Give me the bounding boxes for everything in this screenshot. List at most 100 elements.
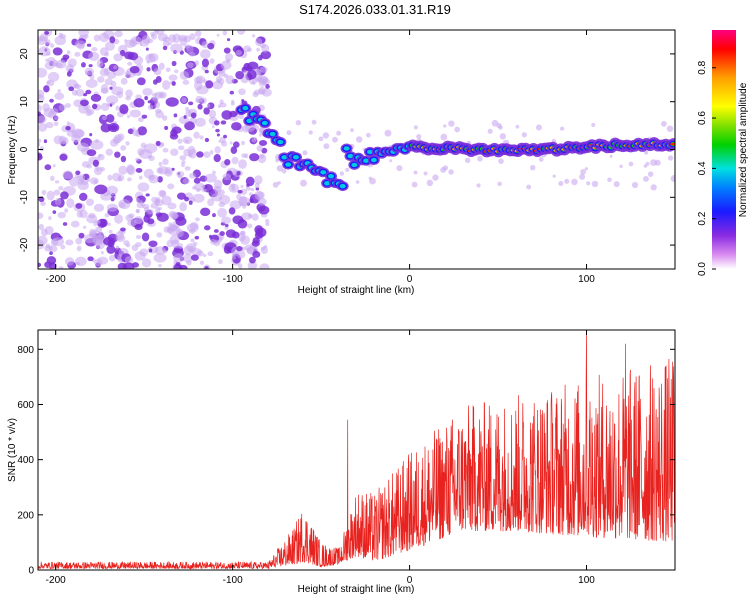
spectrogram-noise-blob (84, 234, 96, 244)
ridge-core (324, 181, 331, 186)
spectrogram-faint-blob (345, 167, 350, 172)
spectrogram-faint-blob (426, 179, 434, 187)
spectrogram-noise-blob (217, 207, 227, 218)
spectrogram-noise-blob (45, 122, 54, 129)
spectrogram-noise-blob (94, 184, 108, 195)
spectrogram-noise-blob (38, 262, 42, 267)
spectrogram-noise-blob (126, 177, 132, 182)
spectrogram-noise-blob (43, 85, 50, 93)
spectrogram-noise-blob (38, 94, 45, 103)
spectrogram-faint-blob (487, 128, 493, 134)
spectrogram-faint-blob (272, 181, 279, 188)
spectrogram-noise-blob (83, 225, 87, 229)
spectrogram-noise-blob (97, 76, 105, 83)
spectrogram-noise-blob (223, 245, 231, 254)
spectrogram-noise-blob (164, 125, 169, 130)
spectrogram-noise-blob (97, 256, 109, 265)
spectrogram-noise-blob (54, 180, 60, 184)
spectrogram-x-label: Height of straight line (km) (298, 285, 415, 296)
spectrogram-noise-blob (56, 59, 67, 69)
spectrogram-noise-blob (104, 78, 113, 86)
spectrogram-noise-blob (175, 262, 181, 267)
spectrogram-noise-blob (77, 142, 89, 152)
spectrogram-faint-blob (586, 181, 591, 186)
spectrogram-noise-blob (265, 83, 270, 90)
spectrogram-noise-blob (248, 213, 253, 219)
spectrogram-noise-blob (241, 140, 245, 146)
spectrogram-noise-blob (211, 125, 215, 129)
spectrogram-noise-blob (233, 141, 240, 148)
spectrogram-noise-blob (161, 115, 168, 121)
spectrogram-noise-blob (68, 86, 75, 92)
spectrogram-faint-blob (318, 136, 324, 142)
ridge-core (339, 183, 346, 189)
spectrogram-noise-blob (257, 54, 263, 61)
spectrogram-noise-blob (147, 100, 152, 104)
spectrogram-noise-blob (247, 223, 253, 229)
spectrogram-noise-blob (120, 145, 127, 151)
spectrogram-noise-blob (49, 107, 59, 115)
spectrogram-noise-blob (147, 218, 155, 225)
spectrogram-noise-blob (40, 201, 46, 207)
ridge-core (261, 120, 268, 126)
ridge-core (277, 139, 284, 145)
spectrogram-noise-blob (114, 30, 123, 38)
spectrogram-noise-blob (194, 60, 200, 66)
spectrogram-faint-blob (660, 120, 667, 127)
spectrogram-noise-blob (193, 177, 201, 184)
spectrogram-noise-blob (195, 217, 200, 222)
spectrogram-noise-blob (132, 129, 140, 137)
spectrogram-x-tick-label: -100 (223, 274, 243, 285)
spectrogram-noise-blob (182, 178, 190, 185)
spectrogram-noise-blob (238, 159, 247, 169)
spectrogram-faint-blob (300, 179, 308, 187)
spectrogram-noise-blob (207, 42, 215, 50)
spectrogram-faint-blob (613, 181, 620, 188)
spectrogram-faint-blob (454, 126, 460, 133)
spectrogram-noise-blob (194, 235, 200, 240)
spectrogram-faint-blob (644, 150, 649, 155)
spectrogram-noise-blob (203, 151, 211, 158)
spectrogram-noise-blob (148, 248, 153, 253)
spectrogram-y-tick-label: 0 (19, 146, 30, 152)
spectrogram-noise-blob (137, 117, 144, 123)
spectrogram-noise-blob (218, 259, 223, 265)
spectrogram-noise-blob (62, 222, 68, 226)
snr-y-tick-label: 0 (28, 566, 34, 577)
spectrogram-noise-blob (167, 183, 175, 190)
spectrogram-noise-blob (145, 47, 149, 51)
spectrogram-faint-blob (432, 174, 439, 181)
spectrogram-noise-blob (256, 191, 265, 200)
spectrogram-noise-blob (141, 258, 152, 268)
spectrogram-faint-blob (643, 175, 649, 182)
spectrogram-noise-blob (118, 202, 126, 209)
spectrogram-noise-blob (47, 57, 56, 64)
spectrogram-noise-blob (78, 232, 85, 239)
spectrogram-faint-blob (628, 161, 634, 167)
spectrogram-noise-blob (218, 77, 225, 85)
spectrogram-noise-blob (231, 255, 236, 260)
spectrogram-noise-blob (125, 96, 131, 101)
spectrogram-noise-blob (254, 68, 262, 75)
spectrogram-noise-blob (183, 253, 193, 263)
spectrogram-noise-blob (188, 172, 196, 179)
spectrogram-noise-blob (176, 242, 184, 249)
spectrogram-noise-blob (46, 80, 55, 87)
spectrogram-faint-blob (580, 169, 586, 175)
snr-y-label: SNR (10 * v/v) (7, 418, 18, 482)
spectrogram-noise-blob (200, 97, 207, 104)
spectrogram-noise-blob (39, 146, 45, 152)
spectrogram-noise-blob (113, 134, 123, 143)
spectrogram-faint-blob (442, 165, 449, 171)
spectrogram-noise-blob (112, 172, 121, 182)
spectrogram-faint-blob (411, 181, 418, 188)
spectrogram-faint-blob (448, 169, 454, 175)
spectrogram-noise-blob (75, 203, 83, 209)
spectrogram-noise-blob (134, 242, 142, 248)
spectrogram-noise-blob (50, 43, 55, 48)
spectrogram-noise-blob (188, 101, 194, 106)
spectrogram-noise-blob (238, 88, 246, 96)
spectrogram-noise-blob (54, 92, 65, 100)
spectrogram-noise-blob (38, 138, 42, 143)
spectrogram-noise-blob (64, 257, 75, 266)
